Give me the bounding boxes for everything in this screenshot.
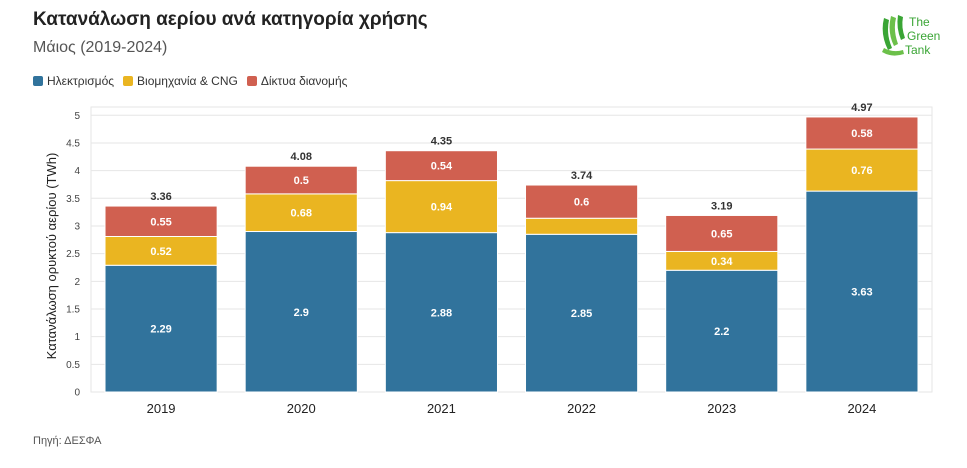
x-tick-label: 2024 — [847, 401, 876, 416]
bar-segment-industry[interactable] — [104, 235, 218, 266]
legend-item-electricity[interactable]: Ηλεκτρισμός — [33, 74, 114, 88]
chart-title: Κατανάλωση αερίου ανά κατηγορία χρήσης — [33, 9, 428, 30]
bar-segment-industry[interactable] — [525, 217, 639, 235]
data-label: 0.94 — [431, 202, 453, 214]
y-tick-label: 5 — [74, 111, 80, 122]
y-tick-label: 4.5 — [66, 138, 80, 149]
data-label: 2.88 — [431, 307, 452, 319]
legend-swatch-industry — [123, 76, 134, 86]
x-tick-label: 2023 — [707, 401, 736, 416]
data-label: 0.34 — [711, 256, 733, 268]
x-tick-label: 2022 — [567, 401, 596, 416]
bar-segment-distribution[interactable] — [525, 184, 639, 219]
total-label: 3.19 — [711, 200, 732, 212]
data-label: 0.65 — [711, 228, 732, 240]
bar-segment-electricity[interactable] — [525, 233, 639, 393]
legend-item-distribution[interactable]: Δίκτυα διανομής — [246, 74, 348, 88]
bar-segment-electricity[interactable] — [384, 232, 498, 393]
legend-item-industry[interactable]: Βιομηχανία & CNG — [123, 74, 238, 88]
data-label: 3.63 — [851, 287, 872, 299]
leaf-icon — [882, 15, 905, 56]
total-label: 3.36 — [150, 191, 171, 203]
gridlines — [90, 106, 933, 393]
legend-label-electricity: Ηλεκτρισμός — [47, 74, 115, 88]
data-label: 0.54 — [431, 161, 453, 173]
legend-label-distribution: Δίκτυα διανομής — [260, 74, 348, 88]
data-label: 0.6 — [574, 197, 589, 209]
y-axis-label: Κατανάλωση ορυκτού αερίου (TWh) — [44, 153, 59, 360]
bar-segment-industry[interactable] — [805, 148, 919, 192]
logo-text-line3: Tank — [905, 43, 931, 57]
bar-group-2021: 2.88 0.94 0.54 4.35 — [384, 136, 498, 393]
bar-segment-industry[interactable] — [244, 193, 358, 233]
chart-legend: Ηλεκτρισμός Βιομηχανία & CNG Δίκτυα διαν… — [33, 74, 347, 88]
bar-segment-distribution[interactable] — [805, 116, 919, 150]
x-axis-ticks: 2019 2020 2021 2022 2023 2024 — [147, 401, 877, 416]
data-label: 2.85 — [571, 308, 592, 320]
y-tick-label: 2 — [74, 277, 80, 288]
y-tick-label: 3.5 — [66, 194, 80, 205]
bar-segment-distribution[interactable] — [244, 165, 358, 195]
bar-group-2024: 3.63 0.76 0.58 4.97 — [805, 102, 919, 393]
chart-subtitle: Μάιος (2019-2024) — [33, 39, 168, 56]
data-label: 0.68 — [291, 208, 312, 220]
bar-segment-distribution[interactable] — [665, 214, 779, 252]
data-label: 0.52 — [150, 246, 171, 258]
data-label: 0.5 — [294, 175, 309, 187]
logo-text-line2: Green — [907, 29, 940, 43]
data-label: 0.58 — [851, 128, 872, 140]
y-tick-label: 3 — [74, 221, 80, 232]
bars: 2.29 0.52 0.55 3.36 2.9 0.68 0.5 4.08 2.88 0.94 0.… — [104, 102, 919, 393]
bar-segment-industry[interactable] — [384, 180, 498, 234]
total-label: 3.74 — [571, 170, 593, 182]
y-tick-label: 1.5 — [66, 304, 80, 315]
total-label: 4.97 — [851, 102, 872, 114]
logo-text-line1: The — [909, 15, 930, 29]
y-axis-ticks: 0 0.5 1 1.5 2 2.5 3 3.5 4 4.5 5 — [66, 111, 80, 399]
y-tick-label: 0.5 — [66, 360, 80, 371]
green-tank-logo: The Green Tank — [882, 15, 940, 57]
data-label: 2.2 — [714, 326, 729, 338]
x-tick-label: 2020 — [287, 401, 316, 416]
total-label: 4.35 — [431, 136, 452, 148]
bar-segment-electricity[interactable] — [244, 231, 358, 393]
x-tick-label: 2019 — [147, 401, 176, 416]
y-tick-label: 2.5 — [66, 249, 80, 260]
source-note: Πηγή: ΔΕΣΦΑ — [33, 435, 102, 447]
bar-segment-distribution[interactable] — [104, 205, 218, 237]
bar-group-2022: 2.85 0.6 3.74 — [525, 170, 639, 393]
x-tick-label: 2021 — [427, 401, 456, 416]
bar-segment-electricity[interactable] — [104, 264, 218, 393]
data-label: 0.55 — [150, 216, 171, 228]
y-tick-label: 4 — [74, 166, 80, 177]
y-tick-label: 0 — [74, 388, 80, 399]
data-label: 0.76 — [851, 165, 872, 177]
legend-label-industry: Βιομηχανία & CNG — [137, 74, 238, 88]
data-label: 2.29 — [150, 324, 171, 336]
y-tick-label: 1 — [74, 332, 80, 343]
bar-group-2023: 2.2 0.34 0.65 3.19 — [665, 200, 779, 393]
bar-group-2019: 2.29 0.52 0.55 3.36 — [104, 191, 218, 393]
bar-group-2020: 2.9 0.68 0.5 4.08 — [244, 151, 358, 393]
total-label: 4.08 — [291, 151, 312, 163]
data-label: 2.9 — [294, 307, 309, 319]
legend-swatch-electricity — [33, 76, 43, 86]
legend-swatch-distribution — [246, 76, 257, 86]
bar-segment-electricity[interactable] — [805, 190, 919, 393]
bar-segment-distribution[interactable] — [384, 150, 498, 182]
